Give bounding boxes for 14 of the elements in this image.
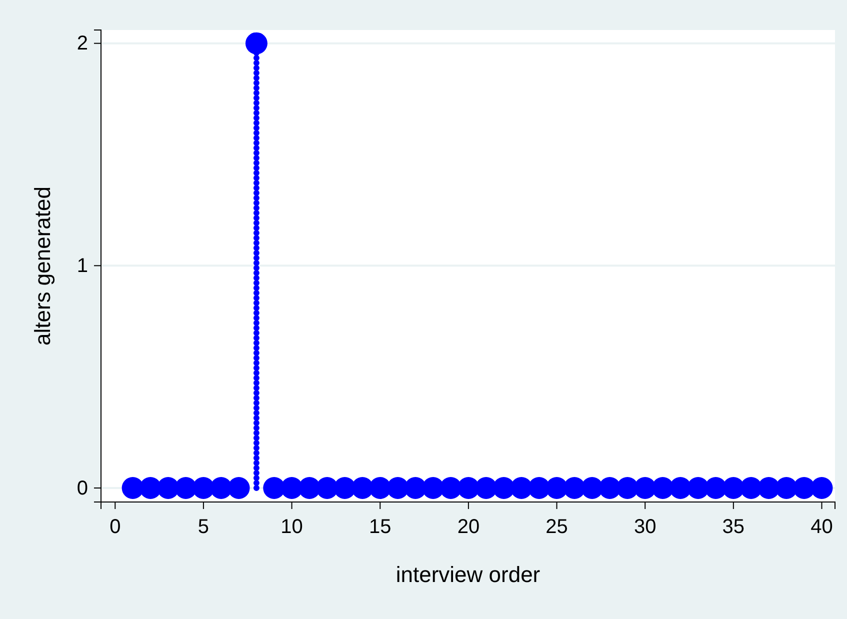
y-tick-label: 1 (76, 255, 88, 278)
x-tick-label: 0 (110, 516, 121, 538)
x-tick-label: 40 (810, 516, 833, 538)
x-tick-label: 5 (198, 516, 210, 538)
x-tick-label: 20 (457, 516, 480, 538)
x-tick-label: 35 (722, 516, 745, 538)
y-tick-label: 2 (76, 32, 88, 55)
x-tick-label: 15 (368, 516, 392, 538)
x-tick-label: 25 (546, 516, 568, 538)
x-axis-title: interview order (396, 562, 540, 587)
x-tick-label: 10 (280, 516, 303, 538)
y-tick-label: 0 (76, 477, 88, 500)
x-tick-label: 30 (634, 516, 656, 538)
y-axis-title: alters generated (30, 186, 55, 346)
